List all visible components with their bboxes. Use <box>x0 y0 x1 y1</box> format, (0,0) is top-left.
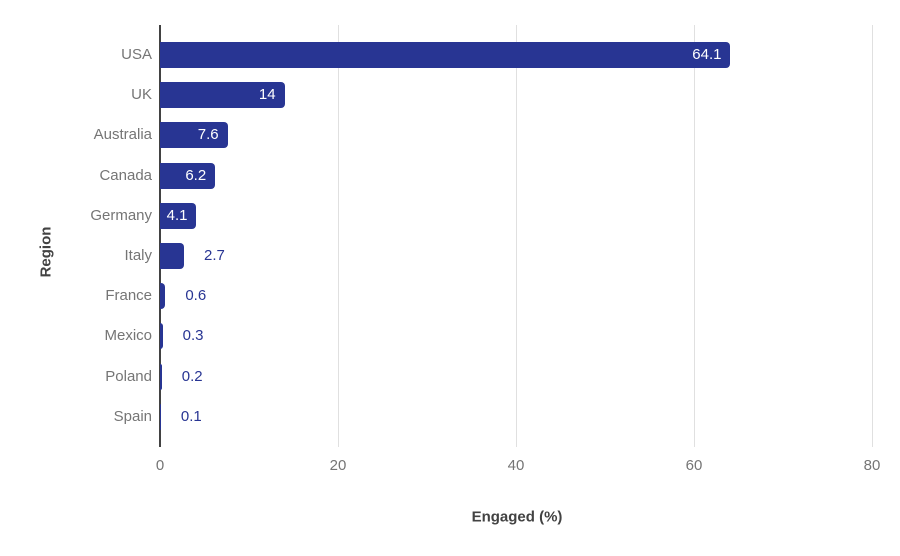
bar-value-label: 0.6 <box>185 287 207 305</box>
category-label: Germany <box>90 206 152 224</box>
x-tick-label: 0 <box>155 457 165 474</box>
bar <box>160 363 162 390</box>
bar-value-label: 0.3 <box>182 327 204 345</box>
bar-value-label: 0.2 <box>181 367 203 385</box>
category-label: Poland <box>105 367 152 385</box>
bar-value-label: 7.6 <box>197 126 219 144</box>
bar <box>160 42 731 68</box>
x-tick-label: 60 <box>685 457 703 474</box>
y-axis-line <box>159 25 161 447</box>
bar <box>160 243 185 269</box>
bar-value-label: 14 <box>258 86 276 104</box>
bar-value-label: 0.1 <box>180 407 202 425</box>
bar <box>160 283 166 310</box>
x-tick-label: 40 <box>507 457 525 474</box>
category-label: Mexico <box>104 327 152 345</box>
category-label: UK <box>131 86 152 104</box>
bar <box>160 82 285 109</box>
category-label: France <box>105 287 152 305</box>
bar <box>160 162 216 189</box>
bar-value-label: 64.1 <box>692 46 722 63</box>
bar-value-label: 2.7 <box>204 247 225 264</box>
gridline <box>338 25 339 447</box>
bar <box>160 403 161 430</box>
category-label: Canada <box>99 166 152 184</box>
gridline <box>516 25 517 447</box>
category-label: Australia <box>93 126 152 144</box>
x-tick-label: 20 <box>329 457 347 474</box>
gridline <box>694 25 695 447</box>
category-label: Spain <box>113 407 152 425</box>
category-label: USA <box>121 46 152 63</box>
x-axis-title: Engaged (%) <box>471 508 563 526</box>
bar <box>160 122 228 149</box>
gridline <box>872 25 873 447</box>
bar <box>160 202 197 229</box>
bar-value-label: 6.2 <box>185 166 207 184</box>
category-label: Italy <box>124 247 152 264</box>
x-tick-label: 80 <box>863 457 881 474</box>
bar <box>160 323 163 350</box>
bar-value-label: 4.1 <box>166 206 188 224</box>
